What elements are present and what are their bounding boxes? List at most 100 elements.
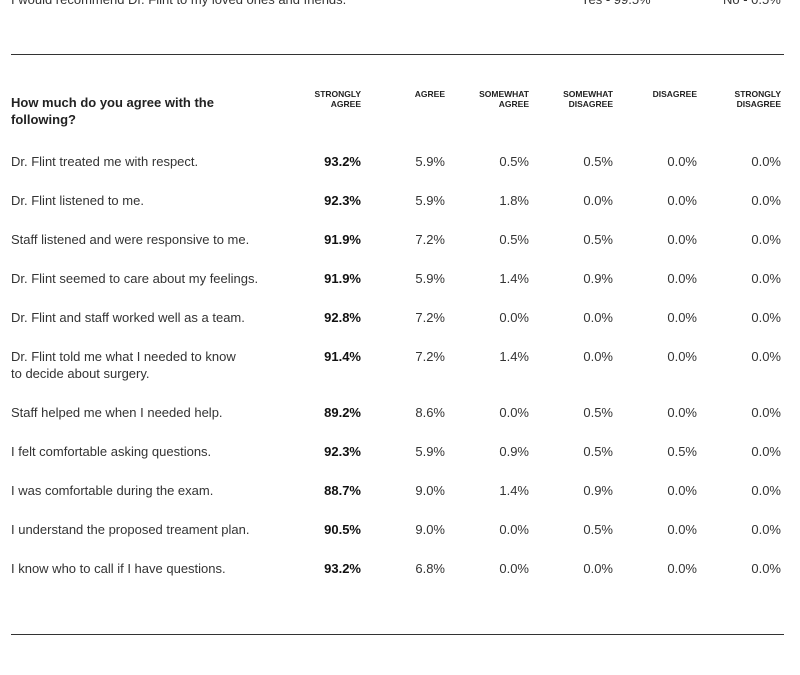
percentage: 0.0%	[499, 561, 529, 576]
percentage: 0.0%	[751, 522, 781, 537]
table-row: I felt comfortable asking questions. 92.3…	[11, 443, 784, 482]
percentage: 0.0%	[583, 193, 613, 208]
percentage: 0.9%	[583, 271, 613, 286]
header-row: How much do you agree with the following…	[11, 89, 784, 153]
statement: Dr. Flint treated me with respect.	[11, 154, 199, 169]
question: How much do you agree with the following…	[11, 95, 214, 127]
percentage: 0.0%	[667, 561, 697, 576]
table-row: Dr. Flint told me what I needed to know …	[11, 348, 784, 404]
percentage: 0.0%	[667, 349, 697, 364]
percentage: 0.5%	[583, 232, 613, 247]
survey-table: How much do you agree with the following…	[11, 89, 784, 599]
percentage: 0.5%	[583, 522, 613, 537]
percentage: 5.9%	[415, 271, 445, 286]
percentage: 0.0%	[499, 522, 529, 537]
column-header: SOMEWHAT DISAGREE	[563, 89, 613, 109]
table-row: I was comfortable during the exam. 88.7% 9…	[11, 482, 784, 521]
percentage: 91.9%	[324, 232, 361, 247]
percentage: 93.2%	[324, 154, 361, 169]
percentage: 89.2%	[324, 405, 361, 420]
table-row: Dr. Flint treated me with respect. 93.2% 5…	[11, 153, 784, 192]
percentage: 1.4%	[499, 483, 529, 498]
statement: Staff listened and were responsive to me…	[11, 232, 250, 247]
statement: Dr. Flint listened to me.	[11, 193, 144, 208]
percentage: 7.2%	[415, 232, 445, 247]
percentage: 0.0%	[751, 561, 781, 576]
percentage: 0.0%	[583, 561, 613, 576]
column-header: STRONGLY DISAGREE	[734, 89, 781, 109]
percentage: 0.5%	[499, 154, 529, 169]
percentage: 90.5%	[324, 522, 361, 537]
percentage: 0.5%	[499, 232, 529, 247]
table-row: I understand the proposed treament plan.…	[11, 521, 784, 560]
percentage: 92.3%	[324, 193, 361, 208]
recommend-yes: Yes - 99.5%	[581, 0, 651, 8]
percentage: 9.0%	[415, 483, 445, 498]
statement: I was comfortable during the exam.	[11, 483, 214, 498]
percentage: 88.7%	[324, 483, 361, 498]
percentage: 0.0%	[751, 483, 781, 498]
table-row: Dr. Flint listened to me. 92.3% 5.9% 1.8% 0.…	[11, 192, 784, 231]
percentage: 0.0%	[751, 310, 781, 325]
percentage: 5.9%	[415, 193, 445, 208]
percentage: 0.0%	[751, 271, 781, 286]
percentage: 0.0%	[667, 483, 697, 498]
percentage: 0.0%	[751, 232, 781, 247]
percentage: 92.8%	[324, 310, 361, 325]
percentage: 0.0%	[751, 193, 781, 208]
statement: I know who to call if I have questions.	[11, 561, 226, 576]
table-row: Dr. Flint seemed to care about my feelin…	[11, 270, 784, 309]
percentage: 0.0%	[667, 193, 697, 208]
percentage: 91.9%	[324, 271, 361, 286]
percentage: 0.0%	[583, 310, 613, 325]
percentage: 0.5%	[583, 405, 613, 420]
percentage: 0.5%	[583, 444, 613, 459]
column-header: STRONGLY AGREE	[314, 89, 361, 109]
column-header: DISAGREE	[652, 89, 697, 99]
column-header: AGREE	[414, 89, 445, 99]
percentage: 0.0%	[667, 310, 697, 325]
percentage: 0.0%	[667, 405, 697, 420]
percentage: 0.5%	[667, 444, 697, 459]
percentage: 1.8%	[499, 193, 529, 208]
table-row: Staff helped me when I needed help. 89.2%…	[11, 404, 784, 443]
percentage: 7.2%	[415, 310, 445, 325]
column-header: SOMEWHAT AGREE	[479, 89, 529, 109]
recommend-no: No - 0.5%	[723, 0, 781, 8]
percentage: 0.0%	[667, 232, 697, 247]
percentage: 0.9%	[499, 444, 529, 459]
percentage: 0.0%	[751, 154, 781, 169]
percentage: 5.9%	[415, 154, 445, 169]
percentage: 5.9%	[415, 444, 445, 459]
percentage: 0.5%	[583, 154, 613, 169]
percentage: 91.4%	[324, 349, 361, 364]
percentage: 0.0%	[751, 444, 781, 459]
statement: I understand the proposed treament plan.	[11, 522, 250, 537]
statement: Staff helped me when I needed help.	[11, 405, 223, 420]
percentage: 1.4%	[499, 349, 529, 364]
percentage: 92.3%	[324, 444, 361, 459]
percentage: 93.2%	[324, 561, 361, 576]
percentage: 8.6%	[415, 405, 445, 420]
statement: Dr. Flint seemed to care about my feelin…	[11, 271, 259, 286]
percentage: 7.2%	[415, 349, 445, 364]
percentage: 0.9%	[583, 483, 613, 498]
percentage: 0.0%	[751, 405, 781, 420]
percentage: 0.0%	[499, 405, 529, 420]
divider	[11, 634, 784, 635]
statement: I felt comfortable asking questions.	[11, 444, 212, 459]
percentage: 0.0%	[667, 154, 697, 169]
table-row: Staff listened and were responsive to me…	[11, 231, 784, 270]
percentage: 6.8%	[415, 561, 445, 576]
divider	[11, 54, 784, 55]
percentage: 1.4%	[499, 271, 529, 286]
table-row: I know who to call if I have questions. 9…	[11, 560, 784, 599]
table-row: Dr. Flint and staff worked well as a tea…	[11, 309, 784, 348]
statement: Dr. Flint and staff worked well as a tea…	[11, 310, 245, 325]
percentage: 0.0%	[751, 349, 781, 364]
statement: Dr. Flint told me what I needed to know …	[11, 349, 236, 381]
percentage: 0.0%	[499, 310, 529, 325]
percentage: 9.0%	[415, 522, 445, 537]
percentage: 0.0%	[583, 349, 613, 364]
